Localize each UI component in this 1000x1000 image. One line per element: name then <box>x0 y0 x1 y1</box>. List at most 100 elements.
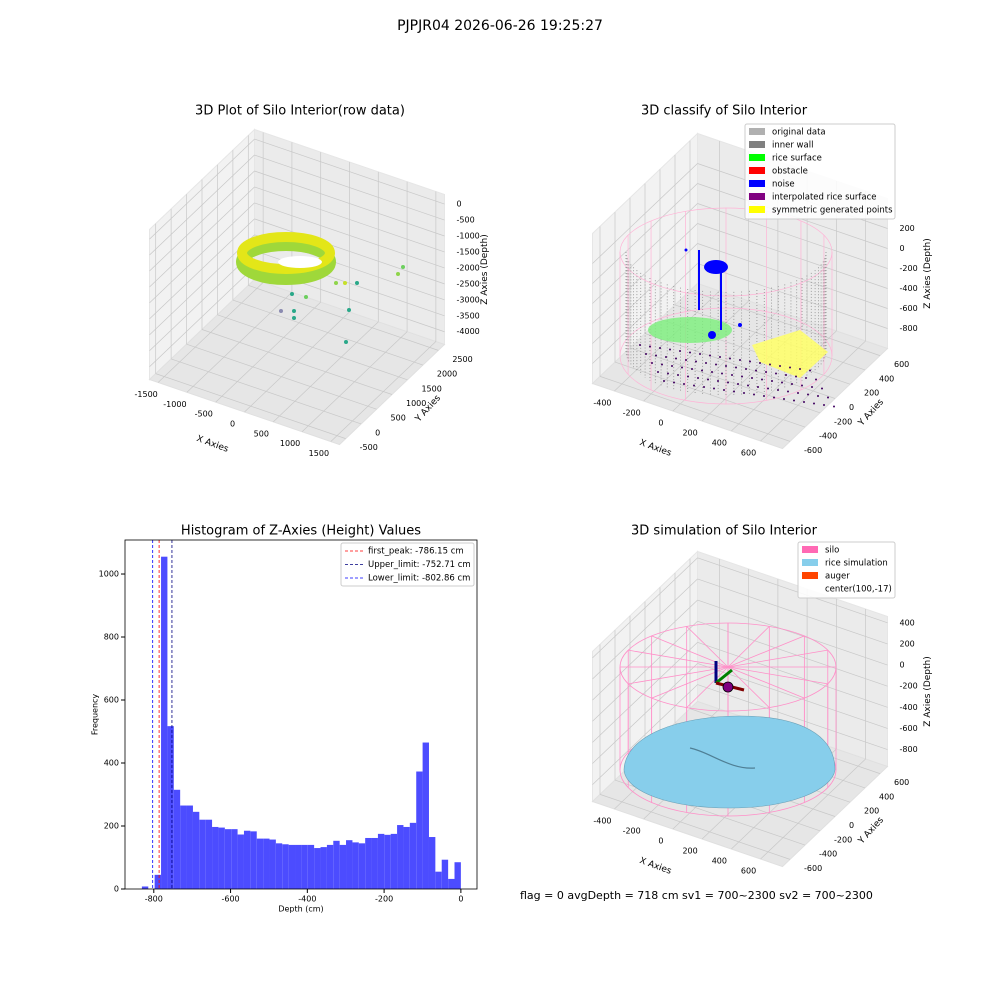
z-tick-label: 200 <box>900 639 915 648</box>
z-tick-label: -2500 <box>457 279 480 288</box>
interpolated-surface-points <box>639 344 835 408</box>
floor-point <box>709 354 711 357</box>
bar <box>454 862 461 889</box>
floor-point <box>795 375 797 378</box>
grid-line <box>254 154 445 221</box>
floor-point <box>797 392 799 394</box>
auger <box>714 661 745 693</box>
x-tick-label: -500 <box>195 410 213 419</box>
grid-line <box>149 234 255 336</box>
floor-point <box>833 405 835 408</box>
z-tick-label: -3500 <box>457 311 480 320</box>
surface-crease <box>689 747 756 769</box>
x-tick-label: 0 <box>230 420 235 429</box>
x-tick-label: 1000 <box>280 439 300 448</box>
bar <box>333 840 340 889</box>
floor-point <box>667 372 669 375</box>
grid-line <box>592 203 698 304</box>
grid-line <box>186 343 377 410</box>
floor-point <box>785 374 787 376</box>
floor-point <box>649 345 651 348</box>
z-tick-label: -500 <box>457 216 475 225</box>
floor-point <box>827 396 829 399</box>
grid-line <box>674 304 866 371</box>
floor-point <box>683 383 685 385</box>
floor-point <box>817 395 819 397</box>
x-tick-label: 400 <box>712 857 727 866</box>
floor-point <box>739 359 741 361</box>
z-tick-label: -1500 <box>457 247 480 256</box>
floor-point <box>723 389 725 391</box>
grid-line <box>254 170 445 237</box>
x-tick-label: -200 <box>623 409 641 418</box>
grid-line <box>254 186 445 253</box>
floor-point <box>705 362 707 364</box>
grid-line <box>629 347 821 414</box>
bar <box>441 859 449 889</box>
floor-point <box>701 369 703 372</box>
raw-ring-hole <box>278 256 322 268</box>
z-tick-label: -4000 <box>457 327 480 336</box>
grid-line <box>232 299 423 366</box>
x-tick-label: -400 <box>298 895 316 904</box>
bar <box>205 819 213 889</box>
z-tick-label: 400 <box>900 618 915 627</box>
rice-simulation-surface <box>623 715 836 809</box>
z-tick-label: -200 <box>900 264 918 273</box>
grid-line <box>254 138 445 205</box>
floor-point <box>759 362 761 364</box>
x-tick-label: -600 <box>221 895 239 904</box>
silo-spoke <box>727 666 805 699</box>
floor-point <box>675 357 677 360</box>
floor-point <box>737 383 739 385</box>
floor-point <box>657 371 659 373</box>
bar <box>295 844 302 889</box>
x-tick-label: 600 <box>741 449 756 458</box>
silo-spoke <box>727 666 770 708</box>
chart-title: 3D classify of Silo Interior <box>641 104 808 119</box>
z-tick-label: 200 <box>900 224 915 233</box>
bar <box>307 844 315 889</box>
bar <box>161 556 168 889</box>
legend-swatch <box>749 180 765 187</box>
silo-spoke <box>727 649 828 668</box>
y-tick-label: -400 <box>819 432 837 441</box>
z-axis-label: Z Axies (Depth) <box>923 656 933 727</box>
floor-point <box>659 347 661 349</box>
floor-point <box>767 387 769 390</box>
bar <box>326 844 334 889</box>
silo-wireframe <box>619 207 833 405</box>
grid-line <box>254 202 445 269</box>
floor-point <box>695 360 697 363</box>
status-footer: flag = 0 avgDepth = 718 cm sv1 = 700~230… <box>520 889 873 902</box>
bar <box>301 844 308 889</box>
floor-point <box>761 378 763 381</box>
grid-line <box>254 218 445 285</box>
floor-point <box>733 390 735 393</box>
y-tick-label: 1500 <box>421 384 441 393</box>
grid-line <box>592 223 698 324</box>
floor-point <box>677 374 679 376</box>
floor-point <box>823 404 825 406</box>
floor-point <box>651 362 653 364</box>
bar <box>390 833 398 889</box>
y-tick-label: 200 <box>864 389 879 398</box>
y-tick-label: 1000 <box>406 399 426 408</box>
bar <box>224 829 232 889</box>
y-tick-label: -400 <box>819 850 837 859</box>
floor-point <box>691 368 693 370</box>
bar <box>384 834 391 889</box>
x-tick-label: -200 <box>375 895 393 904</box>
floor-point <box>663 380 665 382</box>
grid-line <box>149 202 255 304</box>
floor-point <box>811 386 813 388</box>
legend-label: symmetric generated points <box>772 206 893 216</box>
symmetric-points <box>752 330 828 378</box>
y-tick-label: 0 <box>114 885 119 894</box>
legend-label: rice surface <box>772 154 822 164</box>
legend-label: center(100,-17) <box>825 585 892 595</box>
grid-line <box>592 620 698 722</box>
z-tick-label: 0 <box>457 200 462 209</box>
grid-line <box>149 170 255 272</box>
grid-line <box>697 243 888 309</box>
